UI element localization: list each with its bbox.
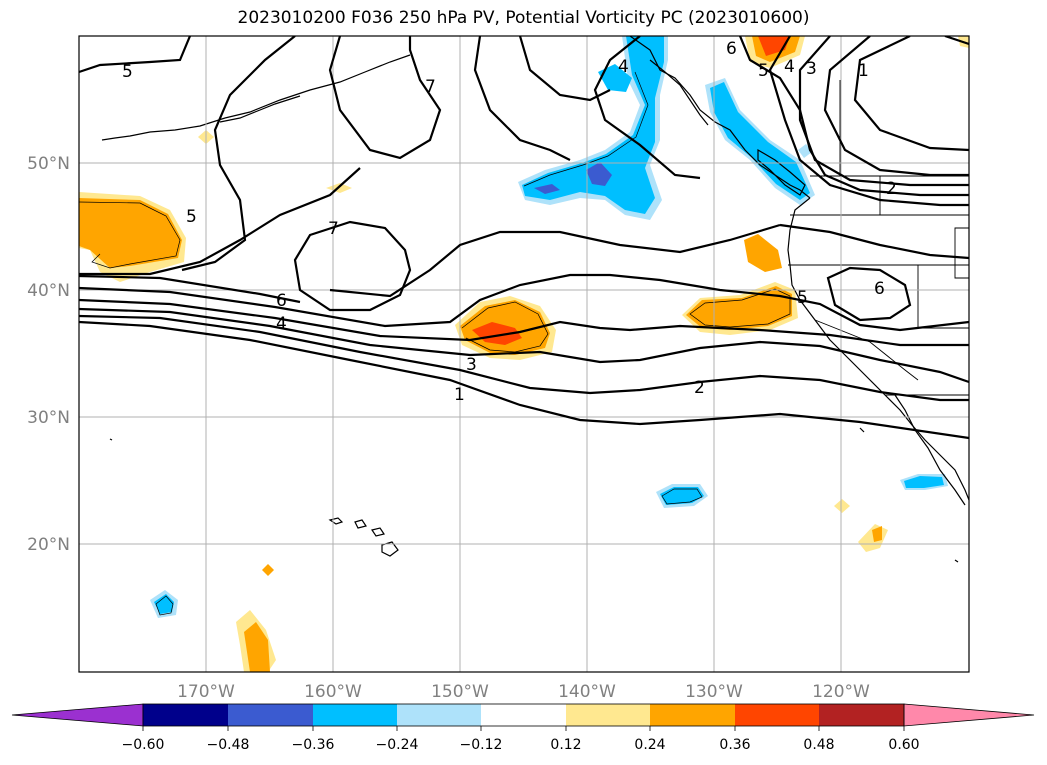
colorbar-tick-label: 0.36 (719, 737, 750, 753)
colorbar-tick-label: 0.24 (634, 737, 665, 753)
colorbar-bin (397, 704, 481, 726)
contour-label: 3 (806, 59, 817, 79)
contour-label: 7 (425, 77, 436, 97)
colorbar-bin (313, 704, 397, 726)
contour-label: 5 (122, 62, 133, 82)
colorbar-bin (819, 704, 904, 726)
lon-tick-label: 130°W (685, 682, 743, 702)
colorbar-bin (566, 704, 650, 726)
contour-label: 1 (858, 61, 869, 81)
lat-tick-label: 50°N (27, 154, 70, 174)
colorbar-tick-label: −0.24 (376, 737, 419, 753)
pv-contours (79, 36, 969, 440)
colorbar-tick-label: −0.12 (460, 737, 503, 753)
lon-axis-labels: 170°W 160°W 150°W 140°W 130°W 120°W (177, 682, 870, 702)
contour-label: 5 (797, 288, 808, 308)
contour-label: 4 (784, 57, 795, 77)
lat-tick-label: 40°N (27, 281, 70, 301)
colorbar-tick-label: 0.48 (803, 737, 834, 753)
colorbar-tick-label: 0.12 (550, 737, 581, 753)
contour-label: 2 (886, 179, 897, 199)
contour-label: 6 (726, 39, 737, 59)
colorbar: −0.60 −0.48 −0.36 −0.24 −0.12 0.12 0.24 … (11, 703, 1035, 753)
contour-label: 6 (276, 291, 287, 311)
contour-labels: 5 7 4 6 5 4 3 1 5 7 6 4 3 1 2 5 6 2 (122, 39, 897, 405)
contour-label: 4 (276, 314, 287, 334)
map-title: 2023010200 F036 250 hPa PV, Potential Vo… (237, 8, 810, 28)
contour-label: 5 (186, 207, 197, 227)
contour-label: 7 (328, 219, 339, 239)
contour-label: 5 (758, 61, 769, 81)
lon-tick-label: 150°W (431, 682, 489, 702)
colorbar-extend-low (11, 703, 144, 727)
contour-label: 2 (694, 378, 705, 398)
lon-tick-label: 120°W (812, 682, 870, 702)
lon-tick-label: 140°W (558, 682, 616, 702)
colorbar-bin (735, 704, 819, 726)
colorbar-bin (650, 704, 735, 726)
map-border (78, 35, 970, 673)
coastlines (101, 36, 969, 563)
pv-anomaly-outlines (79, 71, 791, 616)
colorbar-extend-high (903, 703, 1035, 727)
contour-label: 6 (874, 279, 885, 299)
colorbar-tick-label: −0.48 (207, 737, 250, 753)
colorbar-tick-label: −0.60 (122, 737, 165, 753)
contour-label: 3 (466, 355, 477, 375)
colorbar-border (142, 703, 905, 727)
lat-tick-label: 20°N (27, 535, 70, 555)
contour-label: 1 (454, 385, 465, 405)
colorbar-bin (481, 704, 566, 726)
lat-tick-label: 30°N (27, 408, 70, 428)
colorbar-tick-label: 0.60 (888, 737, 919, 753)
colorbar-bin (143, 704, 228, 726)
colorbar-tick-label: −0.36 (292, 737, 335, 753)
lon-tick-label: 160°W (304, 682, 362, 702)
lat-axis-labels: 50°N 40°N 30°N 20°N (27, 154, 70, 555)
lon-tick-label: 170°W (177, 682, 235, 702)
contour-label: 4 (618, 57, 629, 77)
colorbar-bin (228, 704, 313, 726)
political-boundaries (788, 80, 969, 396)
